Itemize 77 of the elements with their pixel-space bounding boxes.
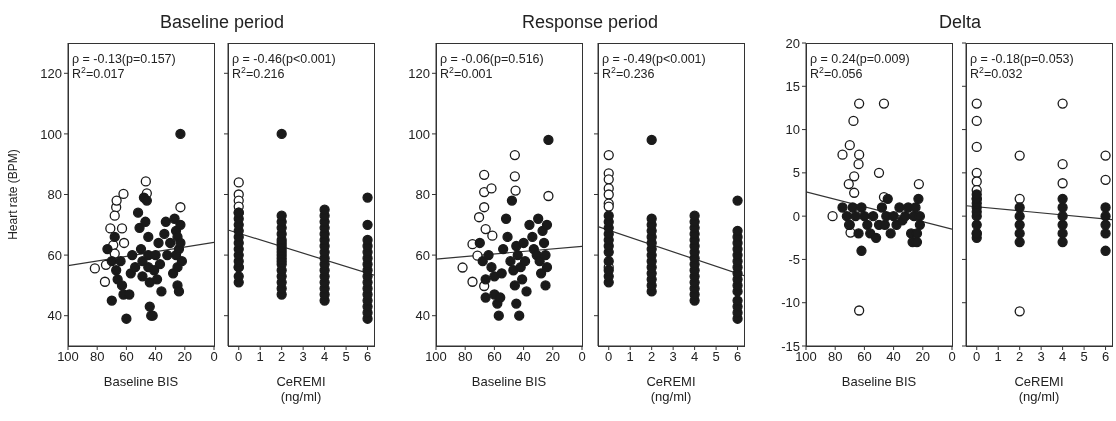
annotation: ρ = 0.24(p=0.009) — [810, 52, 910, 66]
x-tick-label: 3 — [299, 349, 307, 365]
x-tick-label: 4 — [1059, 349, 1067, 365]
x-tick-label: 6 — [363, 349, 372, 365]
y-tick-label: 120 — [408, 65, 430, 81]
x-tick-label: 0 — [210, 349, 218, 365]
x-tick-label: 6 — [1101, 349, 1110, 365]
x-tick-label: 2 — [278, 349, 286, 365]
x-tick-label: 0 — [948, 349, 956, 365]
annotation: ρ = -0.46(p<0.001) — [232, 52, 336, 66]
annotation: R$^{2}$=0.001 — [440, 65, 493, 81]
x-tick-label: 5 — [1080, 349, 1088, 365]
annotation: R$^{2}$=0.236 — [602, 65, 655, 81]
x-tick-label: 20 — [915, 349, 931, 365]
x-axis-title: CeREMI (ng/ml) — [646, 374, 696, 404]
x-tick-label: 40 — [886, 349, 901, 365]
annotation: R$^{2}$=0.017 — [72, 65, 125, 81]
annotation: ρ = -0.06(p=0.516) — [440, 52, 544, 66]
x-tick-label: 60 — [487, 349, 502, 365]
x-tick-label: 100 — [57, 349, 79, 365]
x-tick-label: 4 — [321, 349, 329, 365]
x-tick-label: 6 — [733, 349, 742, 365]
y-tick-label: 5 — [792, 165, 800, 181]
x-tick-label: 5 — [712, 349, 720, 365]
annotation: ρ = -0.13(p=0.157) — [72, 52, 176, 66]
x-tick-label: 100 — [425, 349, 447, 365]
x-axis-title: CeREMI (ng/ml) — [276, 374, 326, 404]
x-tick-label: 60 — [119, 349, 134, 365]
y-tick-label: 120 — [40, 65, 62, 81]
x-tick-label: 40 — [516, 349, 531, 365]
x-tick-label: 0 — [235, 349, 243, 365]
y-tick-label: 60 — [47, 247, 62, 263]
annotation: R$^{2}$=0.056 — [810, 65, 863, 81]
x-tick-label: 20 — [177, 349, 193, 365]
x-tick-label: 3 — [1037, 349, 1045, 365]
x-tick-label: 4 — [691, 349, 699, 365]
y-tick-label: -10 — [781, 295, 800, 311]
y-tick-label: 80 — [415, 187, 430, 203]
x-tick-label: 20 — [545, 349, 561, 365]
x-tick-label: 2 — [1016, 349, 1024, 365]
y-tick-label: 10 — [785, 122, 800, 138]
chart-title: Baseline period — [158, 12, 286, 33]
x-axis-title: Baseline BIS — [471, 374, 547, 389]
y-tick-label: -5 — [788, 252, 800, 268]
x-tick-label: 80 — [827, 349, 843, 365]
annotation: ρ = -0.18(p=0.053) — [970, 52, 1074, 66]
x-tick-label: 60 — [857, 349, 872, 365]
x-axis-title: CeREMI (ng/ml) — [1014, 374, 1064, 404]
x-tick-label: 1 — [626, 349, 634, 365]
x-tick-label: 40 — [148, 349, 163, 365]
x-tick-label: 80 — [89, 349, 105, 365]
x-tick-label: 2 — [648, 349, 656, 365]
y-tick-label: 60 — [415, 247, 430, 263]
x-tick-label: 0 — [578, 349, 586, 365]
annotation: R$^{2}$=0.216 — [232, 65, 285, 81]
x-axis-title: Baseline BIS — [841, 374, 917, 389]
y-tick-label: 40 — [415, 308, 430, 324]
x-tick-label: 0 — [973, 349, 981, 365]
y-tick-label: 0 — [792, 208, 800, 224]
x-tick-label: 80 — [457, 349, 473, 365]
x-axis-title: Baseline BIS — [103, 374, 179, 389]
y-tick-label: 20 — [785, 35, 800, 51]
y-tick-label: 100 — [40, 126, 62, 142]
x-tick-label: 1 — [994, 349, 1002, 365]
x-tick-label: 3 — [669, 349, 677, 365]
x-tick-label: 1 — [256, 349, 264, 365]
y-tick-label: 100 — [408, 126, 430, 142]
y-tick-label: 80 — [47, 187, 62, 203]
annotation: R$^{2}$=0.032 — [970, 65, 1023, 81]
chart-title: Delta — [938, 12, 982, 33]
y-tick-label: 40 — [47, 308, 62, 324]
annotation: ρ = -0.49(p<0.001) — [602, 52, 706, 66]
y-tick-label: 15 — [785, 78, 800, 94]
y-axis-title: Heart rate (BPM) — [6, 149, 21, 240]
x-tick-label: 5 — [342, 349, 350, 365]
chart-title: Response period — [520, 12, 660, 33]
x-tick-label: 0 — [605, 349, 613, 365]
